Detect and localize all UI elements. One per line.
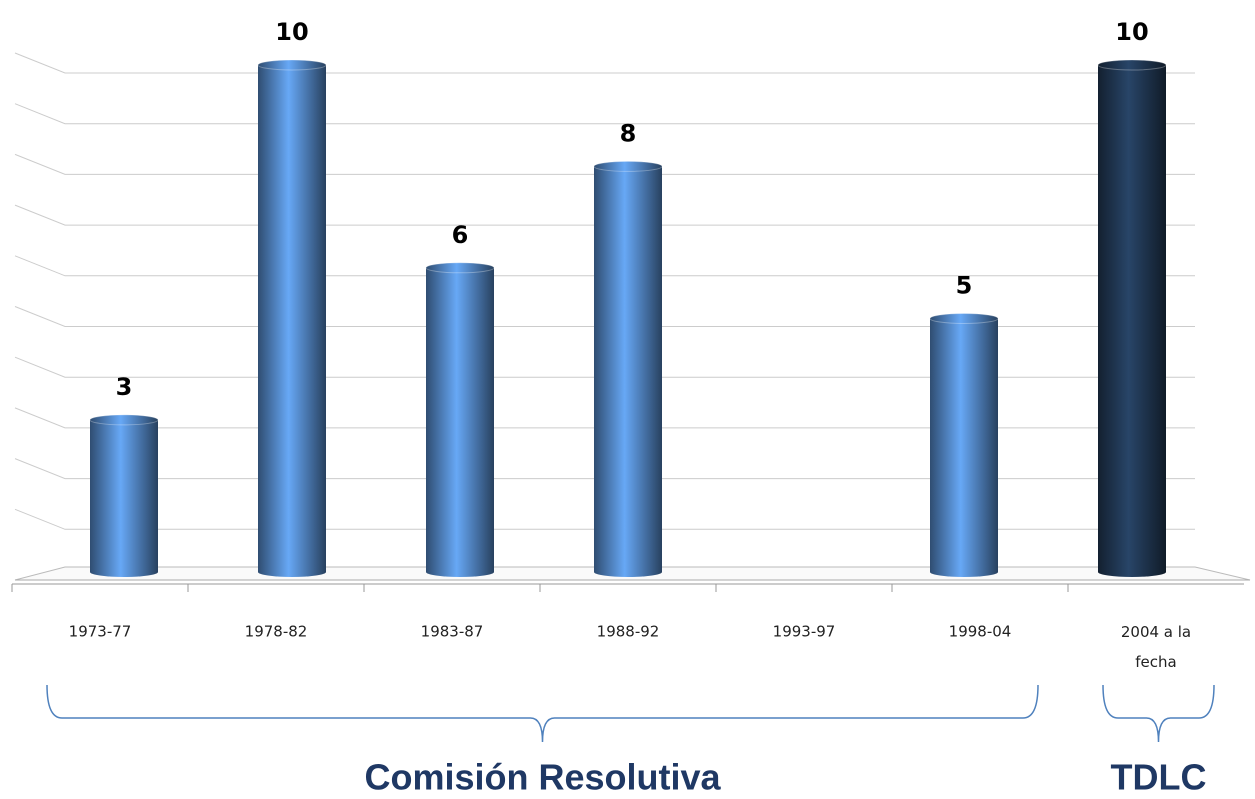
grid-line	[14, 52, 1195, 74]
grid-line	[14, 458, 1195, 480]
x-tick-label: 1973-77	[69, 623, 132, 641]
grid-line	[14, 153, 1195, 175]
value-label: 3	[116, 373, 133, 401]
grid-line	[14, 255, 1195, 277]
value-label: 6	[452, 221, 469, 249]
x-tick-label: 1983-87	[421, 623, 484, 641]
bar-cap	[89, 414, 159, 426]
bar	[90, 419, 158, 572]
grid-line	[14, 306, 1195, 327]
group-brace	[46, 684, 1039, 743]
group-label: Comisión Resolutiva	[364, 757, 721, 798]
bar	[1098, 65, 1166, 572]
group-label: TDLC	[1111, 757, 1207, 798]
grid-line	[14, 103, 1195, 125]
bar-cap	[257, 59, 327, 71]
bar	[930, 318, 998, 572]
x-tick-label: 2004 a la fecha	[1121, 623, 1191, 671]
x-tick-label: 1998-04	[949, 623, 1012, 641]
bar-cap	[593, 160, 663, 172]
bar	[426, 267, 494, 572]
bar	[258, 65, 326, 572]
value-label: 10	[1115, 18, 1148, 46]
grid-line	[14, 356, 1195, 378]
value-label: 8	[620, 119, 637, 147]
bar	[594, 166, 662, 572]
x-tick-label: 1988-92	[597, 623, 660, 641]
grid-line	[14, 508, 1195, 530]
value-label: 10	[275, 18, 308, 46]
bar-cap	[1097, 59, 1167, 71]
grid-line	[14, 204, 1195, 226]
value-label: 5	[956, 272, 973, 300]
group-brace	[1102, 684, 1215, 743]
x-tick-label: 1993-97	[773, 623, 836, 641]
bar-cap	[425, 262, 495, 274]
grid-line	[14, 407, 1195, 429]
bar-cap	[929, 313, 999, 324]
x-tick-label: 1978-82	[245, 623, 308, 641]
